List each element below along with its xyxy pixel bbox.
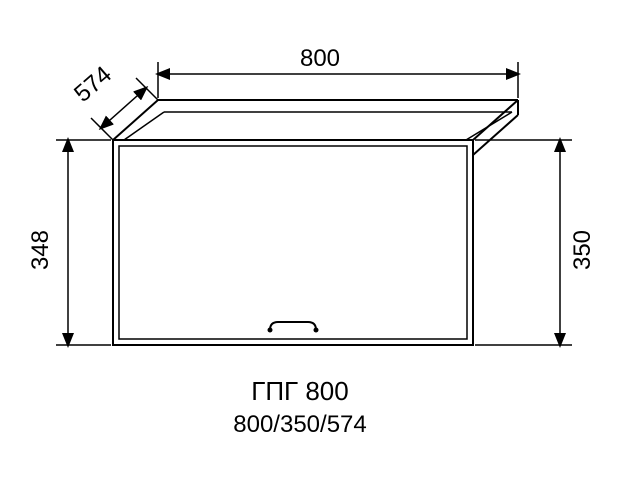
dim-depth-574: 574 bbox=[69, 61, 158, 140]
dim-800-label: 800 bbox=[300, 45, 340, 72]
top-left-diagonal bbox=[113, 100, 158, 140]
dim-348-label: 348 bbox=[27, 230, 54, 270]
title-label: ГПГ 800 bbox=[251, 376, 348, 406]
dim-574-label: 574 bbox=[69, 61, 117, 108]
front-door bbox=[119, 146, 467, 339]
dim-width-800: 800 bbox=[158, 45, 518, 98]
dim-height-348: 348 bbox=[27, 140, 111, 345]
dim-height-350: 350 bbox=[475, 140, 596, 345]
subtitle-label: 800/350/574 bbox=[233, 411, 366, 438]
cabinet-diagram: 800 574 350 348 ГПГ 800 800/350/574 bbox=[0, 0, 625, 500]
front-face bbox=[113, 140, 473, 345]
dim-350-label: 350 bbox=[569, 230, 596, 270]
handle-icon bbox=[268, 322, 319, 333]
